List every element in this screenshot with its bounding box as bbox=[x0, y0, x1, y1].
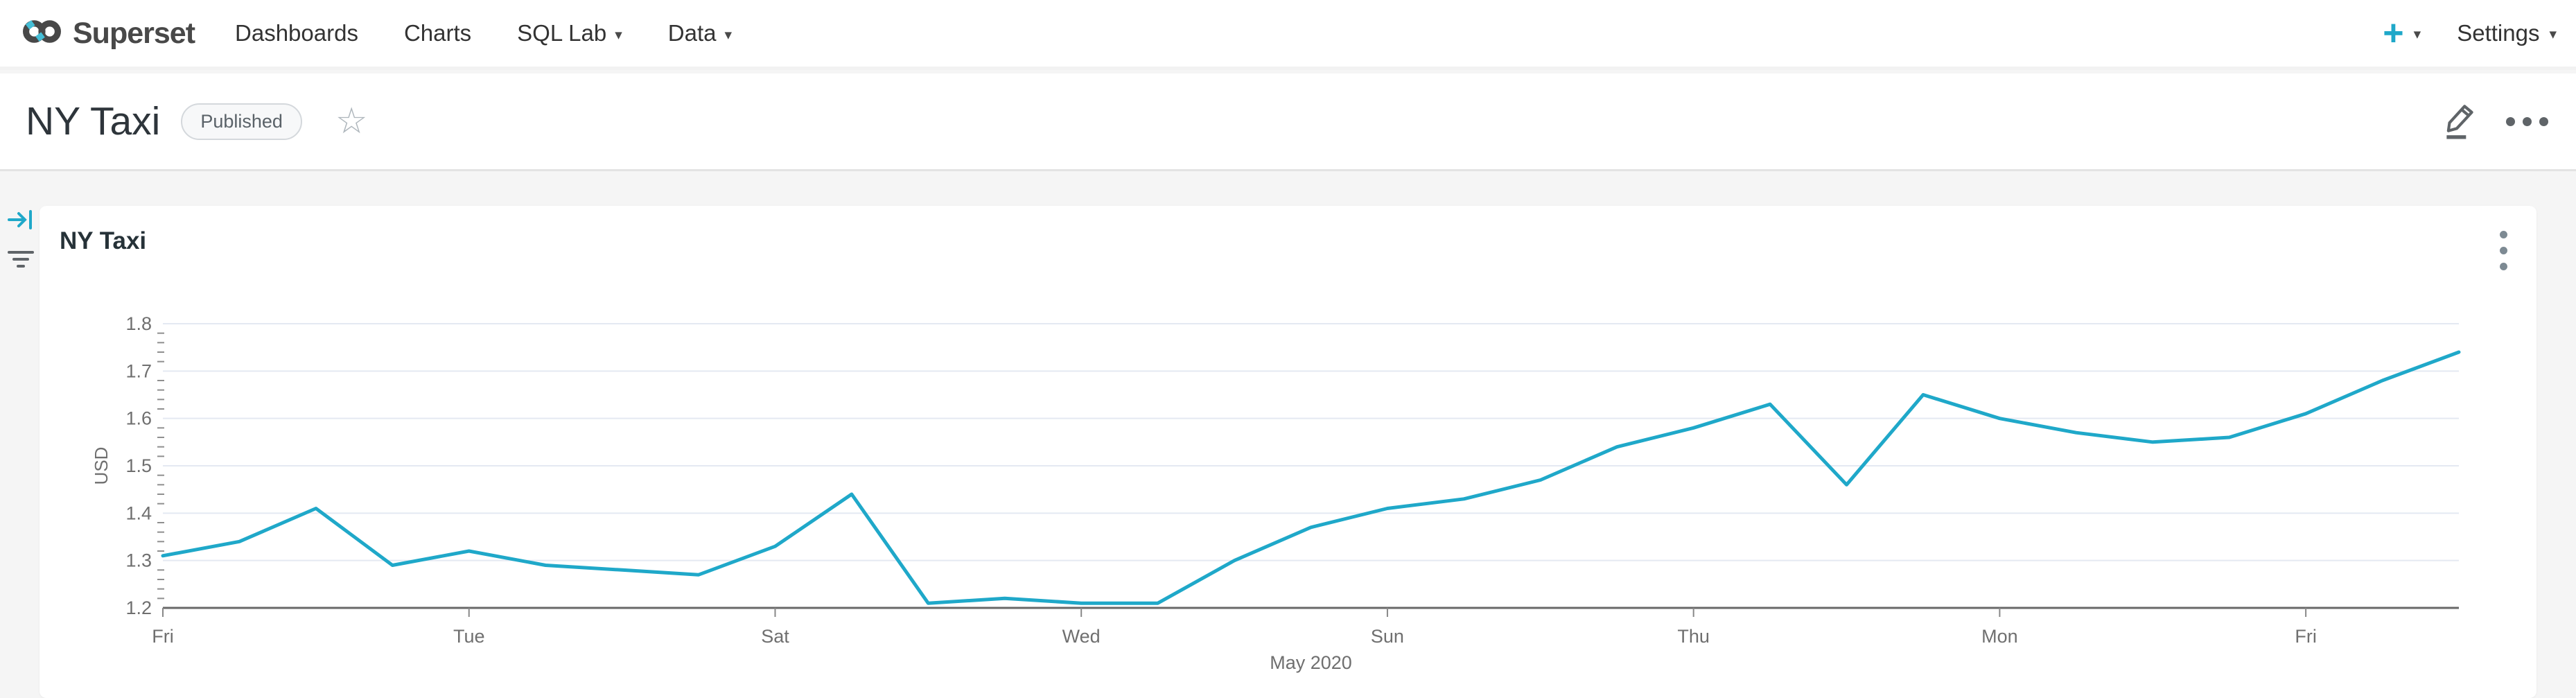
y-tick-label: 1.3 bbox=[125, 550, 152, 571]
arrow-right-to-bar-icon bbox=[7, 210, 35, 234]
nav-item-charts[interactable]: Charts bbox=[403, 20, 472, 46]
settings-menu[interactable]: Settings ▾ bbox=[2457, 19, 2557, 46]
y-tick-label: 1.7 bbox=[125, 360, 152, 381]
header-actions bbox=[2441, 100, 2548, 143]
expand-filter-bar-button[interactable] bbox=[7, 208, 35, 235]
favorite-star-icon[interactable]: ☆ bbox=[335, 101, 368, 141]
x-tick-label: Wed bbox=[1062, 626, 1101, 647]
x-tick-label: Thu bbox=[1677, 626, 1710, 647]
y-tick-label: 1.8 bbox=[125, 313, 152, 334]
x-tick-label: Sun bbox=[1371, 626, 1404, 647]
top-navbar: Superset Dashboards Charts SQL Lab ▾ Dat… bbox=[0, 0, 2576, 70]
x-tick-label: Fri bbox=[152, 626, 173, 647]
x-tick-label: Tue bbox=[453, 626, 485, 647]
dashboard-header: NY Taxi Published ☆ bbox=[0, 73, 2576, 171]
dashboard-more-menu[interactable] bbox=[2506, 116, 2548, 126]
brand-name: Superset bbox=[73, 16, 195, 50]
dashboard-title: NY Taxi bbox=[26, 99, 161, 143]
plus-icon: + bbox=[2383, 12, 2404, 53]
series-line bbox=[161, 350, 2461, 605]
navbar-right: + ▾ Settings ▾ bbox=[2383, 12, 2557, 53]
pencil-icon bbox=[2441, 100, 2478, 143]
superset-infinity-icon bbox=[22, 15, 62, 51]
chart-card: NY Taxi 1.2 1.3 1.4 1.5 1.6 1.7 1.8 Fri Tue Sat We… bbox=[40, 206, 2536, 698]
line-chart-plot[interactable]: 1.2 1.3 1.4 1.5 1.6 1.7 1.8 Fri Tue Sat Wed Sun Thu M… bbox=[40, 275, 2536, 698]
x-tick-label: Sat bbox=[761, 626, 789, 647]
chart-title: NY Taxi bbox=[60, 227, 147, 254]
y-tick-label: 1.5 bbox=[125, 455, 152, 476]
x-tick-label: Fri bbox=[2295, 626, 2316, 647]
x-axis-period-label: May 2020 bbox=[1270, 652, 1352, 673]
edit-dashboard-button[interactable] bbox=[2441, 100, 2478, 143]
filters-icon[interactable] bbox=[6, 248, 35, 274]
y-tick-label: 1.4 bbox=[125, 503, 152, 523]
x-tick-label: Mon bbox=[1981, 626, 2018, 647]
y-tick-label: 1.2 bbox=[125, 597, 152, 618]
nav-item-sql-lab[interactable]: SQL Lab ▾ bbox=[517, 20, 622, 46]
chart-kebab-menu[interactable] bbox=[2496, 227, 2512, 274]
published-badge[interactable]: Published bbox=[181, 103, 302, 140]
nav-menu: Dashboards Charts SQL Lab ▾ Data ▾ bbox=[235, 20, 732, 46]
superset-logo-link[interactable]: Superset bbox=[22, 15, 195, 51]
nav-item-data[interactable]: Data ▾ bbox=[667, 20, 733, 46]
new-item-button[interactable]: + ▾ bbox=[2383, 12, 2421, 53]
chevron-down-icon: ▾ bbox=[724, 26, 733, 43]
nav-item-dashboards[interactable]: Dashboards bbox=[235, 20, 358, 46]
y-axis-label: USD bbox=[91, 447, 112, 485]
ellipsis-horizontal-icon bbox=[2506, 116, 2548, 126]
chevron-down-icon: ▾ bbox=[2413, 26, 2421, 43]
chevron-down-icon: ▾ bbox=[2549, 26, 2557, 43]
chevron-down-icon: ▾ bbox=[615, 26, 622, 43]
y-tick-label: 1.6 bbox=[125, 408, 152, 429]
